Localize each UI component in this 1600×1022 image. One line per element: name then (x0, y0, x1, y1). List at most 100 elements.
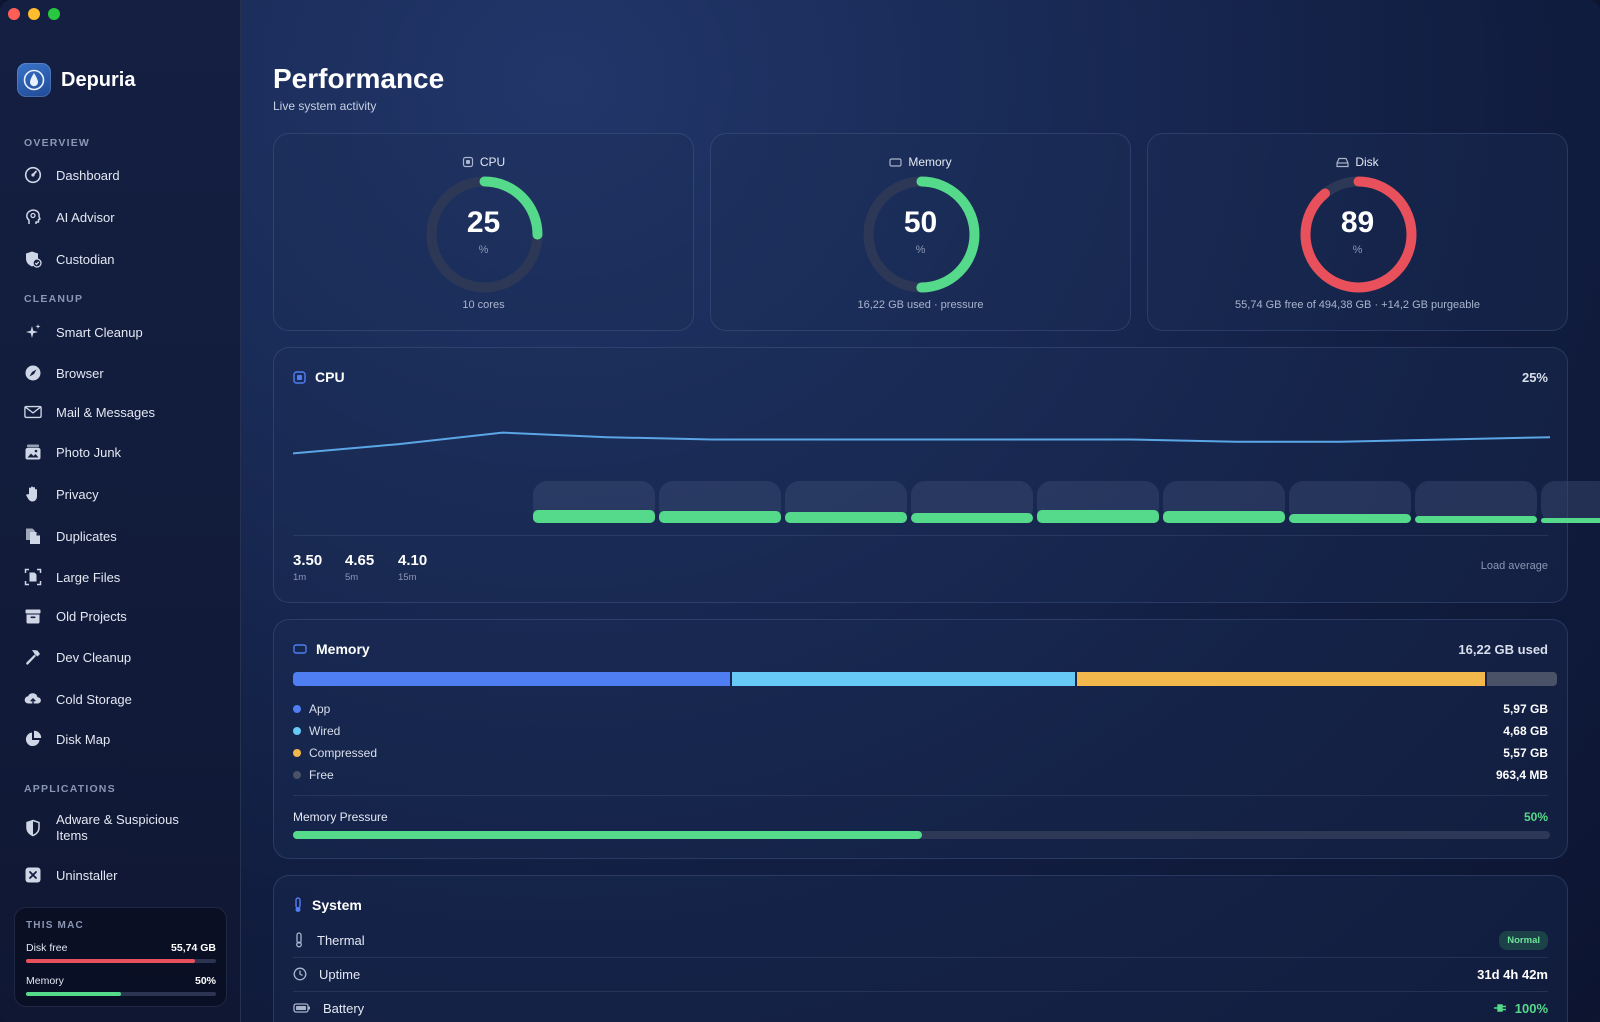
cpu-gauge-card[interactable]: CPU 25 % 10 cores (273, 133, 694, 331)
thermometer-icon (295, 897, 301, 912)
cpu-core-fill (533, 510, 655, 523)
zoom-window-button[interactable] (48, 8, 60, 20)
memory-icon (889, 157, 902, 167)
section-title-cleanup: CLEANUP (24, 293, 84, 305)
memory-breakdown-bar (293, 672, 1557, 686)
memory-gauge-arc (863, 176, 980, 293)
sidebar-item-label: Adware & Suspicious Items (56, 812, 179, 844)
load-average-5m-label: 5m (345, 572, 359, 583)
memory-icon (293, 644, 307, 654)
cpu-gauge-ring (426, 176, 543, 293)
disk-free-value: 55,74 GB (171, 942, 216, 954)
disk-gauge-ring (1300, 176, 1417, 293)
label-line-1: Adware & Suspicious (56, 812, 179, 827)
cpu-gauge-arc (426, 176, 543, 293)
sidebar-item-label: Smart Cleanup (56, 324, 143, 340)
large-file-icon (24, 568, 42, 586)
ai-head-icon (24, 208, 42, 226)
sidebar-item-uninstaller[interactable]: Uninstaller (24, 866, 117, 884)
disk-free-row: Disk free 55,74 GB (26, 942, 216, 954)
sidebar-item-large-files[interactable]: Large Files (24, 568, 120, 586)
legend-label: Free (309, 768, 334, 782)
sparkles-icon (24, 323, 42, 341)
this-mac-widget: THIS MAC Disk free 55,74 GB Memory 50% (14, 907, 227, 1007)
sidebar-item-label: AI Advisor (56, 209, 115, 225)
shield-check-icon (24, 250, 42, 268)
legend-dot (293, 705, 301, 713)
cpu-panel-value: 25% (1521, 370, 1548, 385)
sidebar-item-smart-cleanup[interactable]: Smart Cleanup (24, 323, 143, 341)
legend-label: Wired (309, 724, 341, 738)
memory-gauge-card[interactable]: Memory 50 % 16,22 GB used · pressure (710, 133, 1131, 331)
close-window-button[interactable] (8, 8, 20, 20)
sidebar-item-adware[interactable]: Adware & Suspicious Items (24, 812, 179, 844)
sidebar-item-label: Dev Cleanup (56, 649, 132, 665)
section-title-applications: APPLICATIONS (24, 783, 116, 795)
cpu-core-3 (785, 481, 907, 523)
sidebar-item-label: Custodian (56, 251, 115, 267)
load-average-15m-label: 15m (398, 572, 417, 583)
memory-value: 50% (194, 975, 216, 987)
memory-pressure-bar (293, 831, 1550, 839)
system-panel-header: System (293, 897, 362, 913)
cpu-panel-title: CPU (315, 369, 345, 385)
memory-segment-free (1486, 672, 1557, 686)
memory-row: Memory 50% (26, 975, 216, 987)
cpu-core-1 (533, 481, 655, 523)
clock-icon (293, 967, 307, 981)
system-row-label: Thermal (317, 932, 365, 948)
disk-gauge-arc (1300, 176, 1417, 293)
cpu-chip-icon (293, 370, 306, 384)
disk-free-bar-fill (26, 959, 196, 963)
cpu-core-fill (785, 512, 907, 523)
sidebar-item-label: Duplicates (56, 528, 117, 544)
x-square-icon (24, 866, 42, 884)
sidebar: Depuria OVERVIEW Dashboard AI Advisor Cu… (0, 0, 241, 1022)
memory-label: Memory (26, 975, 64, 987)
legend-compressed: Compressed (293, 746, 377, 760)
memory-divider (293, 795, 1548, 796)
sidebar-item-cold-storage[interactable]: Cold Storage (24, 690, 132, 708)
legend-wired-value: 4,68 GB (1503, 724, 1548, 738)
label-line-2: Items (56, 828, 88, 843)
memory-used-value: 16,22 GB used (1458, 642, 1548, 657)
legend-compressed-value: 5,57 GB (1503, 746, 1548, 760)
half-shield-icon (24, 819, 42, 837)
cpu-core-fill (1289, 514, 1411, 523)
sidebar-item-mail-messages[interactable]: Mail & Messages (24, 403, 155, 421)
load-average-5m-value: 4.65 (345, 552, 375, 569)
disk-gauge-card[interactable]: Disk 89 % 55,74 GB free of 494,38 GB · +… (1147, 133, 1568, 331)
sidebar-item-ai-advisor[interactable]: AI Advisor (24, 208, 115, 226)
gauge-unit: % (915, 244, 926, 256)
sidebar-item-duplicates[interactable]: Duplicates (24, 527, 117, 545)
minimize-window-button[interactable] (28, 8, 40, 20)
power-plug-icon (1493, 1004, 1506, 1012)
cpu-core-6 (1163, 481, 1285, 523)
memory-pressure-label: Memory Pressure (293, 810, 388, 824)
cpu-divider (293, 535, 1548, 536)
archive-box-icon (24, 607, 42, 625)
gauge-footer: 55,74 GB free of 494,38 GB · +14,2 GB pu… (1235, 299, 1480, 311)
sidebar-item-dev-cleanup[interactable]: Dev Cleanup (24, 648, 131, 666)
memory-gauge-ring (863, 176, 980, 293)
cpu-core-9 (1541, 481, 1600, 523)
memory-segment-compressed (1076, 672, 1485, 686)
gauge-label: Disk (1355, 155, 1379, 169)
sidebar-item-browser[interactable]: Browser (24, 364, 104, 382)
sidebar-item-dashboard[interactable]: Dashboard (24, 166, 120, 184)
sidebar-item-custodian[interactable]: Custodian (24, 250, 115, 268)
sidebar-item-old-projects[interactable]: Old Projects (24, 607, 127, 625)
legend-dot (293, 771, 301, 779)
gauge-label: CPU (479, 155, 506, 169)
battery-icon (293, 1003, 310, 1013)
hammer-icon (24, 648, 42, 666)
disk-free-label: Disk free (26, 942, 68, 954)
sidebar-item-photo-junk[interactable]: Photo Junk (24, 443, 121, 461)
memory-segment-wired (732, 672, 1075, 686)
uptime-value: 31d 4h 42m (1477, 966, 1548, 982)
disk-drive-icon (1336, 157, 1349, 167)
sidebar-item-privacy[interactable]: Privacy (24, 485, 99, 503)
system-panel-title: System (312, 897, 362, 913)
sidebar-item-disk-map[interactable]: Disk Map (24, 730, 110, 748)
